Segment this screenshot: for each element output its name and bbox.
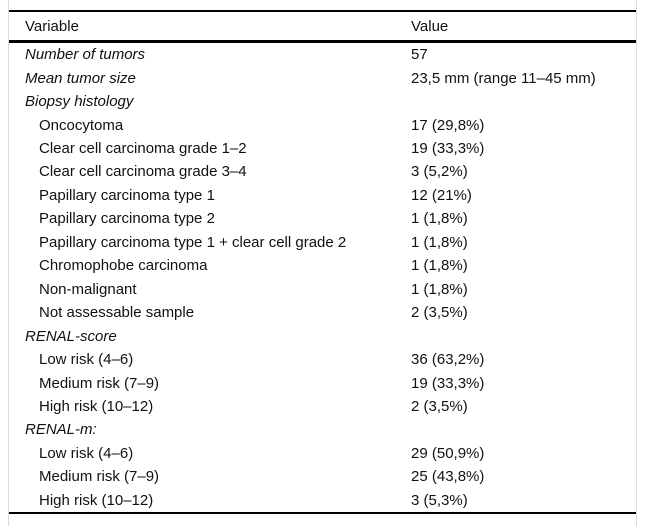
variable-cell: High risk (10–12) [39, 491, 154, 509]
table-row: Low risk (4–6) 36 (63,2%) [9, 348, 636, 371]
value-cell: 1 (1,8%) [411, 257, 468, 275]
value-cell: 25 (43,8%) [411, 468, 485, 486]
table-body: Number of tumors 57 Mean tumor size 23,5… [9, 43, 636, 512]
variable-cell: Not assessable sample [39, 304, 195, 322]
value-cell: 2 (3,5%) [411, 304, 468, 322]
bottom-rule [9, 512, 636, 514]
variable-cell: Papillary carcinoma type 1 + clear cell … [39, 233, 347, 251]
variable-cell: High risk (10–12) [39, 397, 154, 415]
value-cell: 36 (63,2%) [411, 351, 485, 369]
variable-cell: Medium risk (7–9) [39, 374, 160, 392]
variable-cell: Papillary carcinoma type 2 [39, 210, 215, 228]
table-row: Mean tumor size 23,5 mm (range 11–45 mm) [9, 66, 636, 89]
table-frame: Variable Value Number of tumors 57 Mean … [8, 0, 637, 526]
value-cell: 1 (1,8%) [411, 280, 468, 298]
variable-cell: Clear cell carcinoma grade 3–4 [39, 163, 247, 181]
table-row: High risk (10–12) 3 (5,3%) [9, 489, 636, 512]
table-header-row: Variable Value [9, 12, 636, 40]
value-cell: 2 (3,5%) [411, 397, 468, 415]
table-row: Number of tumors 57 [9, 43, 636, 66]
value-cell: 3 (5,2%) [411, 163, 468, 181]
variable-cell: RENAL-score [25, 327, 117, 345]
table-row: RENAL-score [9, 324, 636, 347]
variable-cell: Low risk (4–6) [39, 444, 134, 462]
table-row: Clear cell carcinoma grade 3–4 3 (5,2%) [9, 160, 636, 183]
table-row: Non-malignant 1 (1,8%) [9, 278, 636, 301]
table-row: Oncocytoma 17 (29,8%) [9, 113, 636, 136]
table-row: Biopsy histology [9, 90, 636, 113]
table-row: Medium risk (7–9) 19 (33,3%) [9, 371, 636, 394]
value-cell: 29 (50,9%) [411, 444, 485, 462]
table-row: Low risk (4–6) 29 (50,9%) [9, 442, 636, 465]
variable-cell: Number of tumors [25, 46, 146, 64]
value-cell: 1 (1,8%) [411, 210, 468, 228]
value-cell: 17 (29,8%) [411, 116, 485, 134]
top-rule [9, 10, 636, 12]
variable-column-header: Variable [25, 17, 79, 35]
table-row: Clear cell carcinoma grade 1–2 19 (33,3%… [9, 137, 636, 160]
value-cell: 3 (5,3%) [411, 491, 468, 509]
table-row: Chromophobe carcinoma 1 (1,8%) [9, 254, 636, 277]
variable-cell: Low risk (4–6) [39, 351, 134, 369]
variable-cell: Clear cell carcinoma grade 1–2 [39, 140, 247, 158]
table-row: Not assessable sample 2 (3,5%) [9, 301, 636, 324]
variable-cell: Chromophobe carcinoma [39, 257, 208, 275]
value-cell: 1 (1,8%) [411, 233, 468, 251]
value-cell: 12 (21%) [411, 186, 472, 204]
variable-cell: RENAL-m: [25, 421, 97, 439]
value-cell: 23,5 mm (range 11–45 mm) [411, 69, 596, 87]
value-cell: 57 [411, 46, 428, 64]
variable-cell: Oncocytoma [39, 116, 124, 134]
variable-cell: Mean tumor size [25, 69, 136, 87]
table-row: High risk (10–12) 2 (3,5%) [9, 395, 636, 418]
table-row: Papillary carcinoma type 1 12 (21%) [9, 184, 636, 207]
value-cell: 19 (33,3%) [411, 140, 485, 158]
table-row: Papillary carcinoma type 2 1 (1,8%) [9, 207, 636, 230]
variable-cell: Medium risk (7–9) [39, 468, 160, 486]
variable-cell: Biopsy histology [25, 93, 134, 111]
value-column-header: Value [411, 17, 449, 35]
variable-cell: Papillary carcinoma type 1 [39, 186, 215, 204]
value-cell: 19 (33,3%) [411, 374, 485, 392]
header-separator-rule [9, 40, 636, 43]
table-row: Papillary carcinoma type 1 + clear cell … [9, 231, 636, 254]
table-row: Medium risk (7–9) 25 (43,8%) [9, 465, 636, 488]
variable-cell: Non-malignant [39, 280, 137, 298]
table-row: RENAL-m: [9, 418, 636, 441]
